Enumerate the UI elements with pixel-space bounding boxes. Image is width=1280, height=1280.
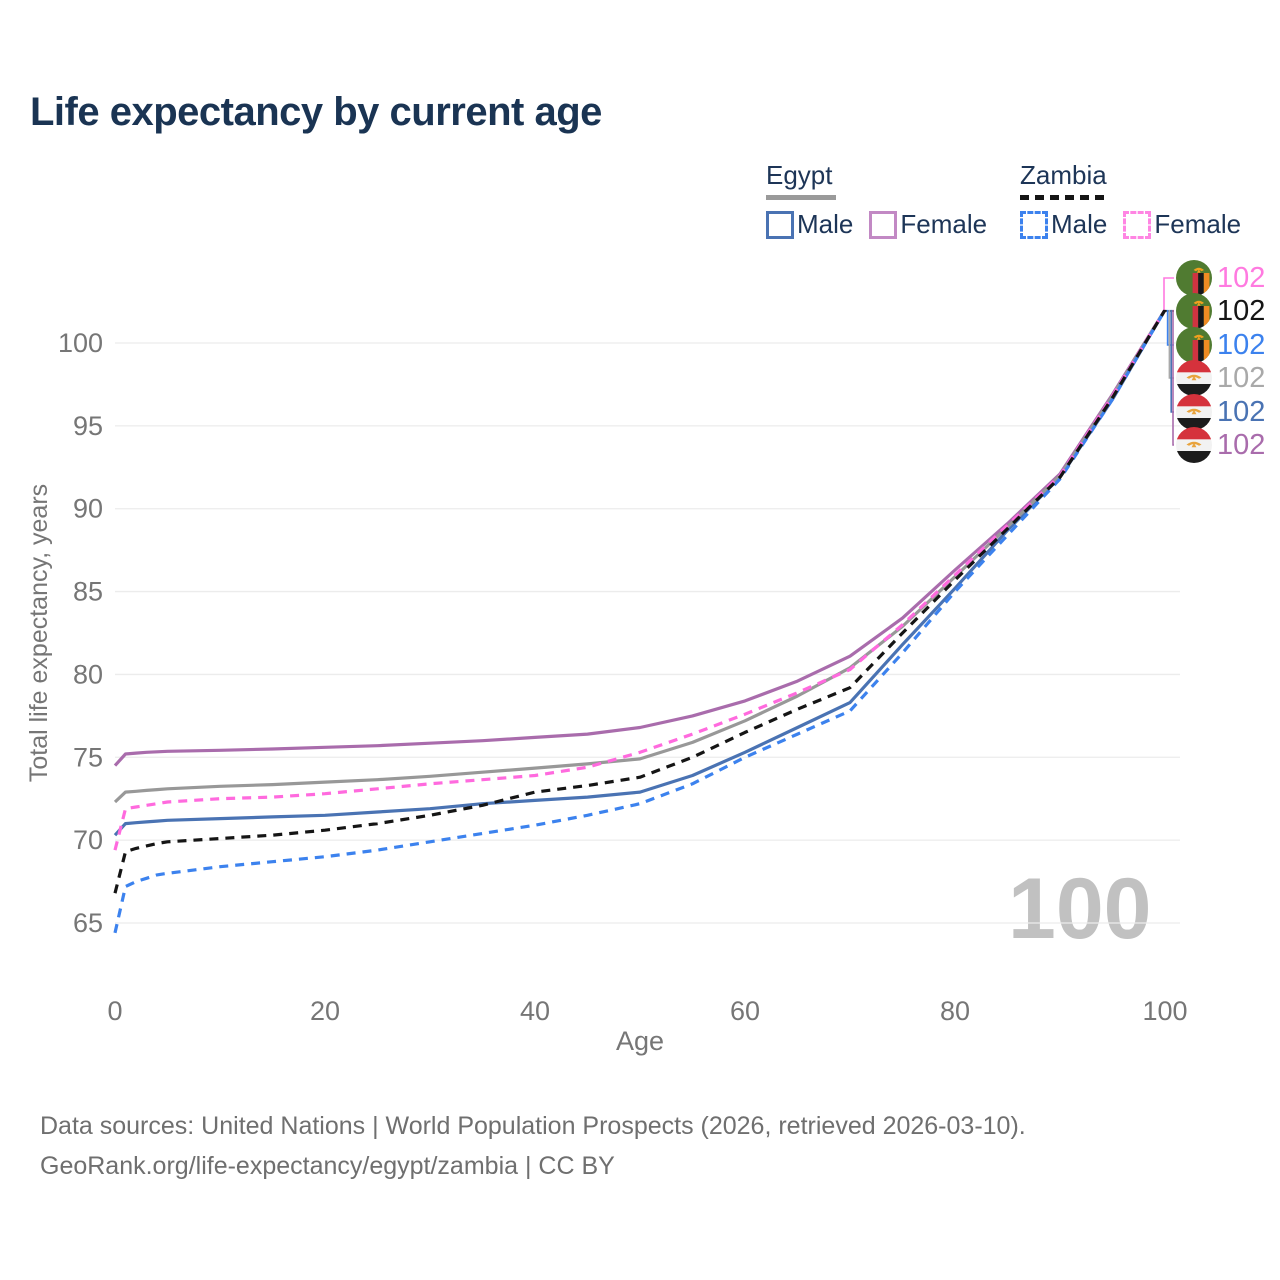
- y-tick-label: 65: [73, 908, 103, 938]
- connector-egypt-female: [1172, 309, 1174, 446]
- series-line-egypt-female: [113, 309, 1167, 767]
- legend-country-egypt-label: Egypt: [766, 160, 833, 190]
- end-value-label: 102: [1217, 295, 1266, 327]
- footer-attribution: GeoRank.org/life-expectancy/egypt/zambia…: [40, 1152, 615, 1180]
- label-connectors: [1163, 277, 1174, 446]
- end-value-label: 102: [1217, 329, 1266, 361]
- egypt-flag-icon: [1176, 360, 1212, 396]
- series-line-egypt-male: [113, 309, 1167, 837]
- zambia-flag-icon: [1176, 327, 1212, 363]
- legend-country-egypt: Egypt: [766, 160, 987, 200]
- series-line-egypt-both-sexes: [113, 309, 1167, 804]
- end-value-label: 102: [1217, 396, 1266, 428]
- axis-labels: 65 70 75 80 85 90 95 100 0 20 40 60 80 100 Age Total li…: [25, 328, 1188, 1056]
- legend-items-zambia: Male Female: [1020, 209, 1241, 240]
- y-tick-label: 75: [73, 742, 103, 772]
- series-line-zambia-male: [113, 309, 1167, 934]
- end-label-egypt-male: 102: [1176, 394, 1265, 430]
- legend-group-egypt: Egypt Male Female: [766, 160, 987, 240]
- y-axis-title: Total life expectancy, years: [25, 484, 53, 782]
- series-line-zambia-female: [113, 309, 1167, 851]
- page-title: Life expectancy by current age: [30, 90, 602, 134]
- age-counter-watermark: 100: [1008, 861, 1152, 957]
- x-axis-title: Age: [616, 1026, 664, 1056]
- x-tick-label: 0: [107, 996, 122, 1026]
- end-label-zambia-male: 102: [1176, 327, 1265, 363]
- egypt-female-swatch: [869, 210, 898, 239]
- y-tick-label: 70: [73, 825, 103, 855]
- end-value-label: 102: [1217, 362, 1266, 394]
- zambia-male-label: Male: [1051, 209, 1108, 239]
- zambia-male-swatch: [1020, 210, 1048, 239]
- egypt-solid-line-swatch: [766, 195, 836, 200]
- end-value-label: 102: [1217, 262, 1266, 294]
- egypt-female-label: Female: [900, 209, 988, 239]
- x-tick-label: 100: [1142, 996, 1187, 1026]
- end-value-label: 102: [1217, 429, 1266, 461]
- y-tick-label: 100: [58, 328, 103, 358]
- footer-data-sources: Data sources: United Nations | World Pop…: [40, 1112, 1026, 1140]
- end-label-zambia-female: 102: [1176, 260, 1265, 296]
- end-label-zambia-both-sexes: 102: [1176, 293, 1265, 329]
- y-tick-label: 80: [73, 659, 103, 689]
- egypt-flag-icon: [1176, 427, 1212, 463]
- y-tick-label: 95: [73, 411, 103, 441]
- x-tick-label: 20: [310, 996, 340, 1026]
- egypt-flag-icon: [1176, 394, 1212, 430]
- x-tick-label: 80: [940, 996, 970, 1026]
- y-tick-label: 85: [73, 577, 103, 607]
- zambia-dashed-line-swatch: [1020, 195, 1104, 200]
- legend-country-zambia: Zambia: [1020, 160, 1241, 200]
- connector-zambia-female: [1163, 277, 1174, 310]
- series-line-zambia-both-sexes: [113, 309, 1167, 894]
- footer: Data sources: United Nations | World Pop…: [40, 1106, 1026, 1186]
- zambia-flag-icon: [1176, 293, 1212, 329]
- y-tick-label: 90: [73, 494, 103, 524]
- data-series: [113, 309, 1167, 934]
- x-tick-label: 60: [730, 996, 760, 1026]
- end-label-egypt-both-sexes: 102: [1176, 360, 1265, 396]
- zambia-female-label: Female: [1154, 209, 1242, 239]
- egypt-male-swatch: [766, 210, 794, 239]
- end-label-egypt-female: 102: [1176, 427, 1265, 463]
- zambia-female-swatch: [1123, 210, 1152, 239]
- legend-items-egypt: Male Female: [766, 209, 987, 240]
- egypt-male-label: Male: [797, 209, 854, 239]
- legend-country-zambia-label: Zambia: [1020, 160, 1107, 190]
- zambia-flag-icon: [1176, 260, 1212, 296]
- x-tick-label: 40: [520, 996, 550, 1026]
- legend-group-zambia: Zambia Male Female: [1020, 160, 1241, 240]
